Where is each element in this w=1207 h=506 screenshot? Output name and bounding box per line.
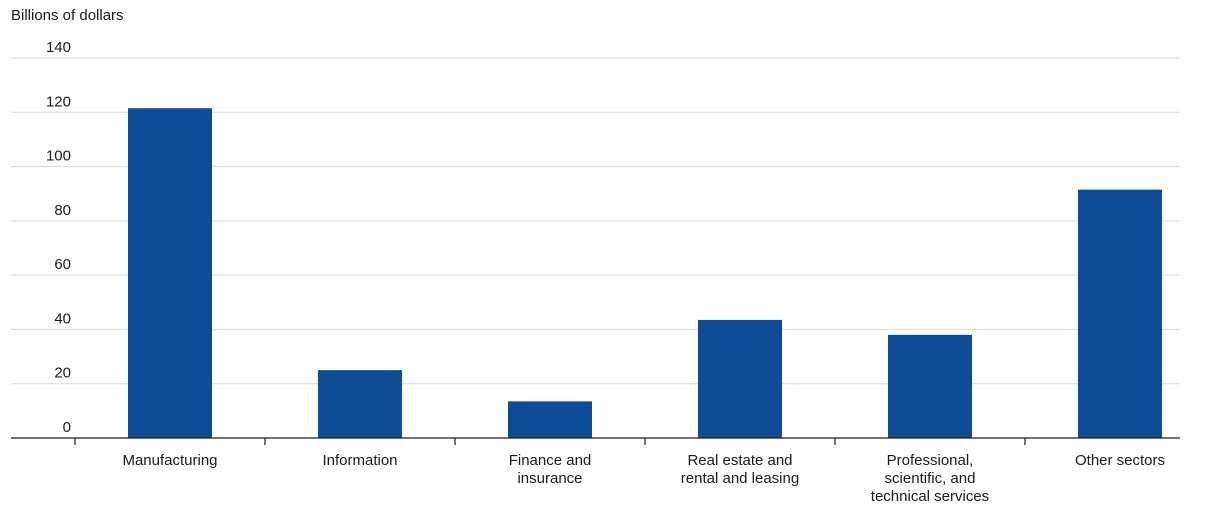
bar (698, 319, 782, 438)
x-category-label: Finance and (509, 452, 592, 469)
y-tick-label: 140 (46, 39, 71, 56)
y-axis-title: Billions of dollars (11, 7, 124, 24)
y-tick-labels: 0 20 40 60 80 100 120 140 (46, 39, 71, 436)
y-tick-label: 40 (54, 310, 71, 327)
x-category-label: Professional, (887, 452, 974, 469)
x-category-label: Real estate and (687, 452, 792, 469)
x-axis (11, 437, 1180, 445)
bar (128, 108, 212, 438)
x-category-label: rental and leasing (681, 470, 799, 487)
y-tick-label: 0 (63, 419, 71, 436)
y-tick-label: 80 (54, 202, 71, 219)
y-tick-label: 20 (54, 365, 71, 382)
x-category-label: insurance (517, 470, 582, 487)
bar (888, 334, 972, 438)
y-tick-label: 100 (46, 148, 71, 165)
bars (128, 108, 1162, 438)
bar (1078, 189, 1162, 438)
x-category-label: Manufacturing (122, 452, 217, 469)
y-tick-label: 120 (46, 93, 71, 110)
bar (318, 370, 402, 438)
bar (508, 401, 592, 438)
y-tick-label: 60 (54, 256, 71, 273)
x-category-label: Information (322, 452, 397, 469)
category-labels: Manufacturing Information Finance andinsur… (122, 452, 1165, 505)
x-category-label: technical services (871, 488, 989, 505)
x-category-label: Other sectors (1075, 452, 1165, 469)
x-category-label: scientific, and (885, 470, 976, 487)
